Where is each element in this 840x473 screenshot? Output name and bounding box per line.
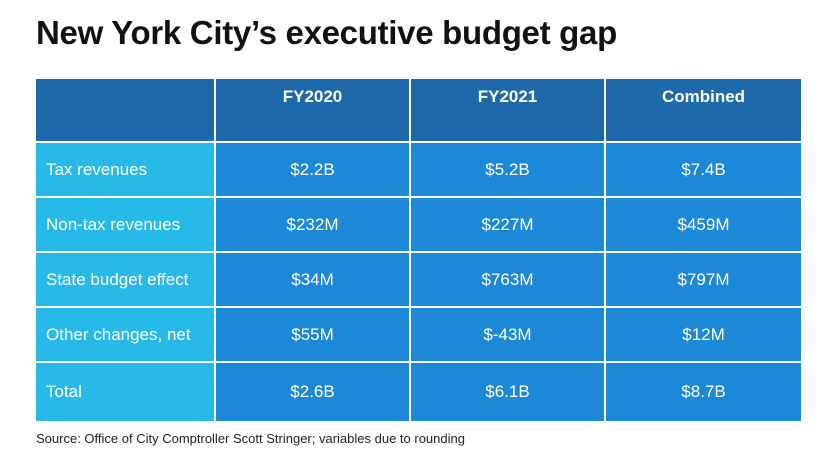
source-note: Source: Office of City Comptroller Scott…: [36, 431, 465, 446]
table-cell: $12M: [606, 308, 801, 363]
row-label: Tax revenues: [36, 143, 216, 198]
row-label: Non-tax revenues: [36, 198, 216, 253]
table-cell: $34M: [216, 253, 411, 308]
table-cell: $227M: [411, 198, 606, 253]
header-cell-empty: [36, 79, 216, 143]
table-cell: $763M: [411, 253, 606, 308]
header-cell-combined: Combined: [606, 79, 801, 143]
row-label: State budget effect: [36, 253, 216, 308]
table-cell: $2.6B: [216, 363, 411, 421]
chart-title: New York City’s executive budget gap: [36, 14, 617, 51]
header-cell-fy2020: FY2020: [216, 79, 411, 143]
table-cell: $55M: [216, 308, 411, 363]
table-cell: $8.7B: [606, 363, 801, 421]
table-cell: $2.2B: [216, 143, 411, 198]
table-cell: $459M: [606, 198, 801, 253]
budget-table: FY2020 FY2021 Combined Tax revenues $2.2…: [36, 79, 801, 421]
row-label: Other changes, net: [36, 308, 216, 363]
table-cell: $-43M: [411, 308, 606, 363]
header-cell-fy2021: FY2021: [411, 79, 606, 143]
table-cell: $797M: [606, 253, 801, 308]
table-cell: $6.1B: [411, 363, 606, 421]
table-cell: $7.4B: [606, 143, 801, 198]
table-cell: $232M: [216, 198, 411, 253]
row-label: Total: [36, 363, 216, 421]
table-cell: $5.2B: [411, 143, 606, 198]
